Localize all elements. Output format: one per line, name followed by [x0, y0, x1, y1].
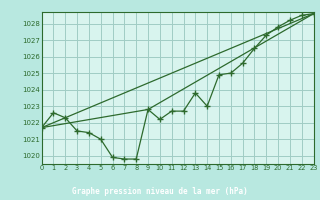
Text: Graphe pression niveau de la mer (hPa): Graphe pression niveau de la mer (hPa) [72, 186, 248, 196]
